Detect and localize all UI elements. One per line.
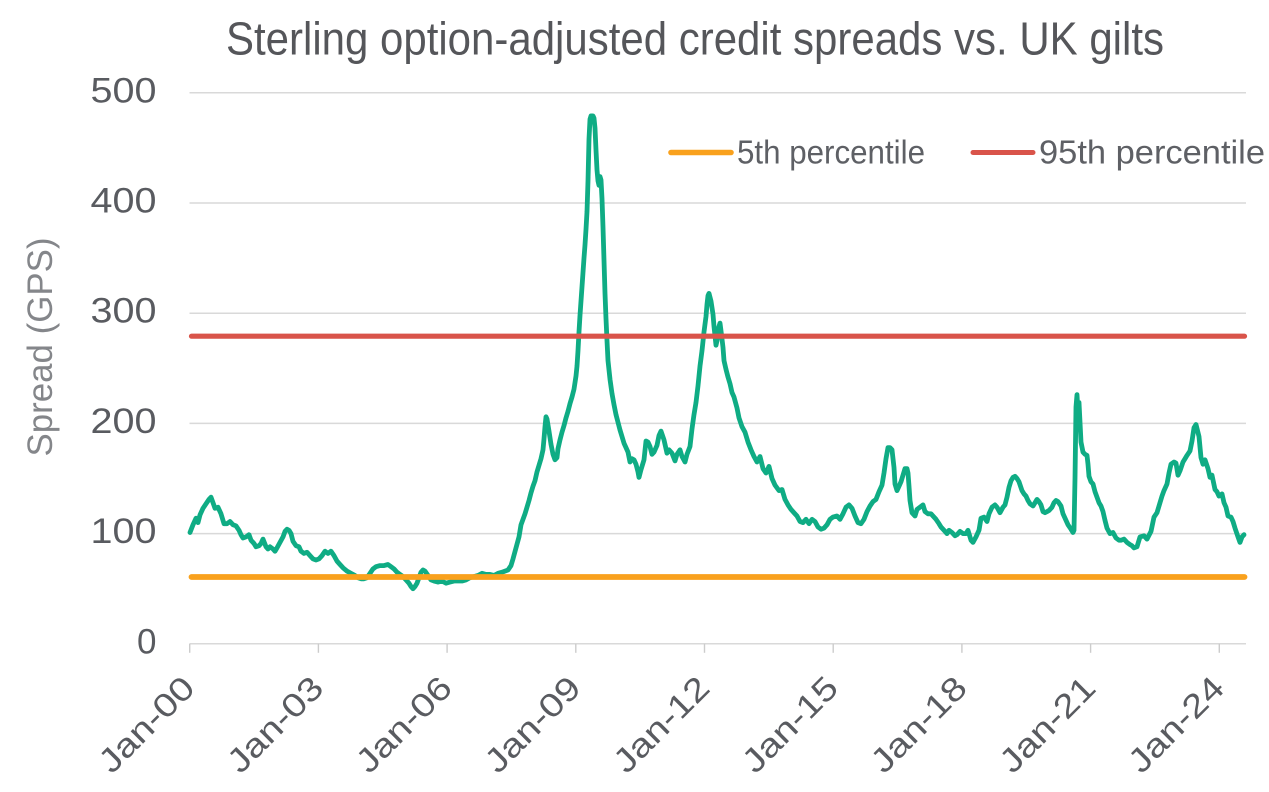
svg-text:Spread (GPS): Spread (GPS) bbox=[21, 238, 60, 457]
svg-text:0: 0 bbox=[137, 622, 156, 661]
svg-text:400: 400 bbox=[91, 182, 157, 221]
svg-text:500: 500 bbox=[91, 71, 157, 110]
svg-text:95th percentile: 95th percentile bbox=[1039, 134, 1265, 171]
svg-text:5th percentile: 5th percentile bbox=[737, 134, 925, 171]
svg-text:100: 100 bbox=[91, 512, 157, 551]
svg-text:200: 200 bbox=[91, 402, 157, 441]
svg-text:Sterling option-adjusted credi: Sterling option-adjusted credit spreads … bbox=[226, 13, 1164, 65]
svg-text:300: 300 bbox=[91, 292, 157, 331]
